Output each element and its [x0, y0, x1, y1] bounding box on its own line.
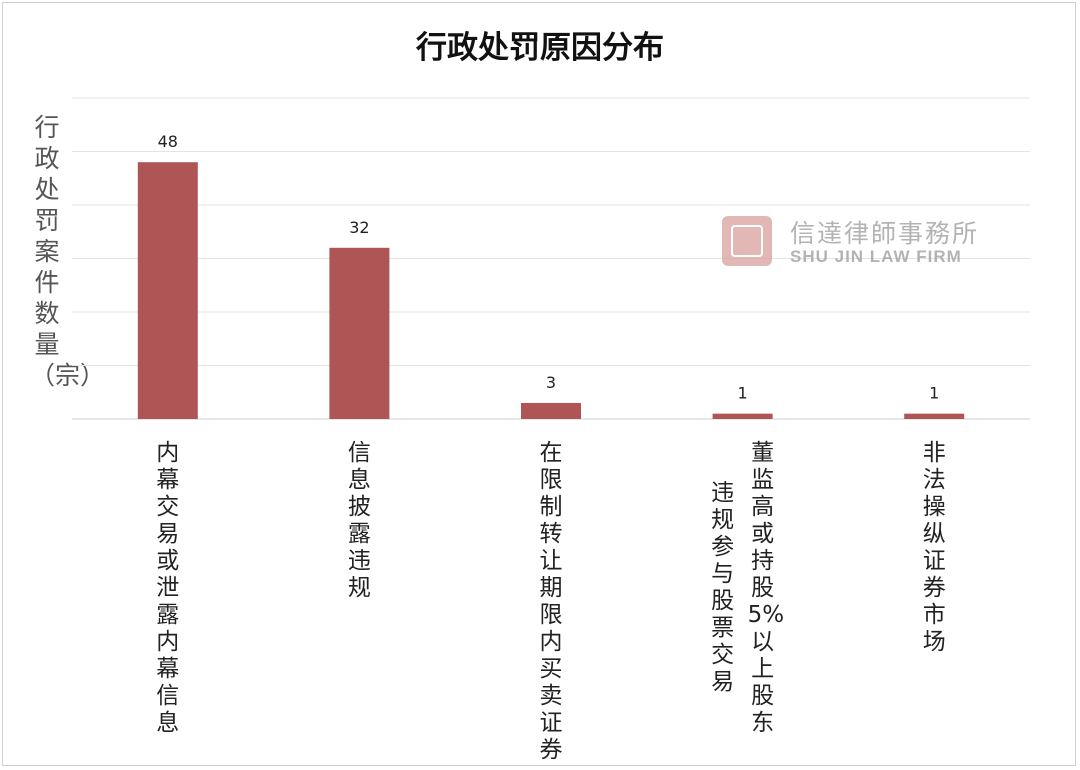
- data-label: 48: [158, 132, 178, 151]
- data-label: 1: [929, 384, 939, 403]
- x-tick-label-line: 违规参与股票交易: [711, 480, 735, 695]
- bar: [904, 413, 965, 419]
- x-tick-label-line: 董监高或持股5%以上股东: [747, 440, 785, 736]
- x-tick-label: 非法操纵证券市场: [922, 440, 946, 655]
- bar: [521, 402, 581, 419]
- data-label: 3: [546, 373, 556, 392]
- x-tick-label: 信息披露违规: [347, 440, 371, 601]
- law-firm-watermark: 信達律師事務所 SHU JIN LAW FIRM: [722, 214, 992, 270]
- data-label: 32: [349, 218, 369, 237]
- seal-logo-icon: [722, 216, 772, 266]
- bar: [712, 413, 773, 419]
- x-tick-label: 在限制转让期限内买卖证券: [539, 440, 563, 763]
- bar: [329, 247, 390, 419]
- chart-title: 行政处罚原因分布: [416, 30, 664, 66]
- data-label: 1: [738, 384, 748, 403]
- watermark-name-cn: 信達律師事務所: [790, 219, 980, 248]
- watermark-name-en: SHU JIN LAW FIRM: [790, 247, 962, 266]
- bar: [137, 162, 198, 419]
- x-tick-label: 董监高或持股5%以上股东 违规参与股票交易: [708, 440, 785, 737]
- x-tick-label: 内幕交易或泄露内幕信息: [156, 440, 180, 736]
